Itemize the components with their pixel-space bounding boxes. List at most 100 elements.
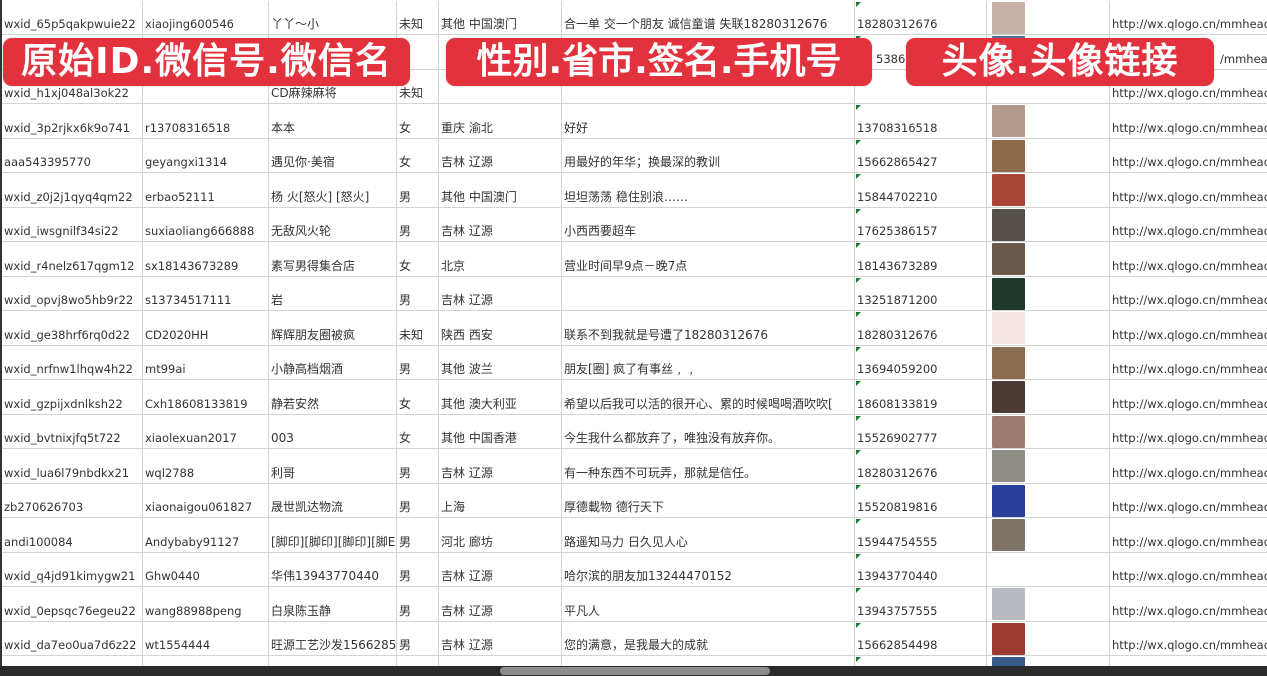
wechat-name-cell[interactable]: 无敌风火轮	[269, 207, 397, 241]
avatar-cell[interactable]	[987, 656, 1110, 666]
gender-cell[interactable]: 男	[397, 449, 439, 483]
signature-cell[interactable]	[562, 69, 855, 103]
signature-cell[interactable]: 今生我什么都放弃了，唯独没有放弃你。	[562, 414, 855, 448]
wechat-name-cell[interactable]: 辉辉朋友圈被疯	[269, 311, 397, 345]
wechat-id-cell[interactable]: geyangxi1314	[143, 138, 269, 172]
wechat-id-cell[interactable]: suxiaoliang666888	[143, 207, 269, 241]
avatar-cell[interactable]	[987, 104, 1110, 138]
avatar-cell[interactable]	[987, 552, 1110, 586]
region-cell[interactable]: 其他 中国澳门	[439, 0, 562, 34]
gender-cell[interactable]: 男	[397, 276, 439, 310]
region-cell[interactable]	[439, 656, 562, 666]
phone-cell[interactable]: 18280312676	[855, 0, 987, 34]
avatar-link-cell[interactable]: http://wx.qlogo.cn/mmhead	[1110, 518, 1267, 552]
phone-cell[interactable]: 17625386157	[855, 207, 987, 241]
gender-cell[interactable]: 未知	[397, 69, 439, 103]
avatar-cell[interactable]	[987, 276, 1110, 310]
avatar-link-cell[interactable]: http://wx.qlogo.cn/mmhead	[1110, 311, 1267, 345]
signature-cell[interactable]: 厚德載物 德行天下	[562, 483, 855, 517]
wechat-id-cell[interactable]: mt99ai	[143, 345, 269, 379]
avatar-cell[interactable]	[987, 483, 1110, 517]
wechat-id-cell[interactable]: wang88988peng	[143, 587, 269, 621]
phone-cell[interactable]: 18143673289	[855, 242, 987, 276]
original-id-cell[interactable]: wxid_0epsqc76egeu22	[2, 587, 143, 621]
signature-cell[interactable]: 联系不到我就是号遭了18280312676	[562, 311, 855, 345]
avatar-link-cell[interactable]: http://wx.qlogo.cn/mmhead	[1110, 484, 1267, 518]
scrollbar-thumb[interactable]	[500, 667, 770, 675]
avatar-cell[interactable]	[987, 242, 1110, 276]
horizontal-scrollbar[interactable]	[0, 666, 1267, 676]
original-id-cell[interactable]: wxid_opvj8wo5hb9r22	[2, 276, 143, 310]
avatar-link-cell[interactable]: http://wx.qlogo.cn/mmhead	[1110, 1, 1267, 35]
avatar-cell[interactable]	[987, 587, 1110, 621]
wechat-id-cell[interactable]: Andybaby91127	[143, 518, 269, 552]
phone-cell[interactable]: 13943770440	[855, 552, 987, 586]
wechat-id-cell[interactable]: xiaojing600546	[143, 0, 269, 34]
phone-cell[interactable]: 15662865427	[855, 138, 987, 172]
wechat-name-cell[interactable]: CD麻辣麻将	[269, 69, 397, 103]
gender-cell[interactable]: 未知	[397, 311, 439, 345]
wechat-name-cell[interactable]: 白泉陈玉静	[269, 587, 397, 621]
avatar-cell[interactable]	[987, 69, 1110, 103]
wechat-name-cell[interactable]: 静若安然	[269, 380, 397, 414]
phone-cell[interactable]: 15526902777	[855, 414, 987, 448]
region-cell[interactable]: 吉林 辽源	[439, 138, 562, 172]
region-cell[interactable]: 其他 中国香港	[439, 414, 562, 448]
avatar-link-cell[interactable]: http://wx.qlogo.cn/mmhead	[1110, 139, 1267, 173]
wechat-name-cell[interactable]: [脚印][脚印][脚印][脚E	[269, 518, 397, 552]
original-id-cell[interactable]: wxid_da7eo0ua7d6z22	[2, 621, 143, 655]
original-id-cell[interactable]: wxid_lua6l79nbdkx21	[2, 449, 143, 483]
avatar-cell[interactable]	[987, 518, 1110, 552]
avatar-link-cell[interactable]: http://wx.qlogo.cn/mmhead	[1110, 104, 1267, 138]
original-id-cell[interactable]: wxid_ge38hrf6rq0d22	[2, 311, 143, 345]
avatar-cell[interactable]	[987, 311, 1110, 345]
wechat-name-cell[interactable]: 本本	[269, 104, 397, 138]
avatar-cell[interactable]	[987, 207, 1110, 241]
wechat-name-cell[interactable]: 杨 火[怒火] [怒火]	[269, 173, 397, 207]
region-cell[interactable]: 吉林 辽源	[439, 449, 562, 483]
wechat-id-cell[interactable]: erbao52111	[143, 173, 269, 207]
original-id-cell[interactable]: wxid_gzpijxdnlksh22	[2, 380, 143, 414]
phone-cell[interactable]: 13694059200	[855, 345, 987, 379]
region-cell[interactable]: 陕西 西安	[439, 311, 562, 345]
signature-cell[interactable]: 坦坦荡荡 稳住别浪……	[562, 173, 855, 207]
phone-cell[interactable]: 15844702210	[855, 173, 987, 207]
phone-cell[interactable]: 18608133819	[855, 380, 987, 414]
original-id-cell[interactable]: andi100084	[2, 518, 143, 552]
wechat-id-cell[interactable]: sx18143673289	[143, 242, 269, 276]
avatar-cell[interactable]	[987, 173, 1110, 207]
avatar-link-cell[interactable]: http://wx.qlogo.cn/mmhead	[1110, 70, 1267, 104]
original-id-cell[interactable]: wxid_z0j2j1qyq4qm22	[2, 173, 143, 207]
signature-cell[interactable]: 希望以后我可以活的很开心、累的时候喝喝酒吹吹[	[562, 380, 855, 414]
wechat-name-cell[interactable]: 利哥	[269, 449, 397, 483]
avatar-link-cell[interactable]: /mmhead	[1110, 35, 1267, 69]
original-id-cell[interactable]: wxid_h1xj048al3ok22	[2, 69, 143, 103]
gender-cell[interactable]: 男	[397, 207, 439, 241]
avatar-cell[interactable]	[987, 345, 1110, 379]
avatar-cell[interactable]	[987, 138, 1110, 172]
avatar-cell[interactable]	[987, 414, 1110, 448]
gender-cell[interactable]	[397, 656, 439, 666]
original-id-cell[interactable]: aaa543395770	[2, 138, 143, 172]
wechat-id-cell[interactable]	[143, 656, 269, 666]
phone-cell[interactable]: 15662854498	[855, 621, 987, 655]
region-cell[interactable]: 北京	[439, 242, 562, 276]
gender-cell[interactable]	[397, 35, 439, 69]
original-id-cell[interactable]: wxid_nrfnw1lhqw4h22	[2, 345, 143, 379]
wechat-id-cell[interactable]: wql2788	[143, 449, 269, 483]
region-cell[interactable]: 吉林 辽源	[439, 621, 562, 655]
avatar-cell[interactable]	[987, 621, 1110, 655]
wechat-id-cell[interactable]: xiaonaigou061827	[143, 483, 269, 517]
avatar-link-cell[interactable]: http://wx.qlogo.cn/mmhead	[1110, 587, 1267, 621]
signature-cell[interactable]: 用最好的年华；换最深的教训	[562, 138, 855, 172]
original-id-cell[interactable]: wxid_iwsgnilf34si22	[2, 207, 143, 241]
wechat-name-cell[interactable]: 小静高档烟酒	[269, 345, 397, 379]
wechat-id-cell[interactable]: s13734517111	[143, 276, 269, 310]
signature-cell[interactable]: 路遥知马力 日久见人心	[562, 518, 855, 552]
original-id-cell[interactable]: zb270626703	[2, 483, 143, 517]
region-cell[interactable]: 吉林 辽源	[439, 552, 562, 586]
signature-cell[interactable]	[562, 276, 855, 310]
phone-cell[interactable]: 18280312676	[855, 449, 987, 483]
avatar-link-cell[interactable]	[1110, 656, 1267, 666]
wechat-id-cell[interactable]: CD2020HH	[143, 311, 269, 345]
